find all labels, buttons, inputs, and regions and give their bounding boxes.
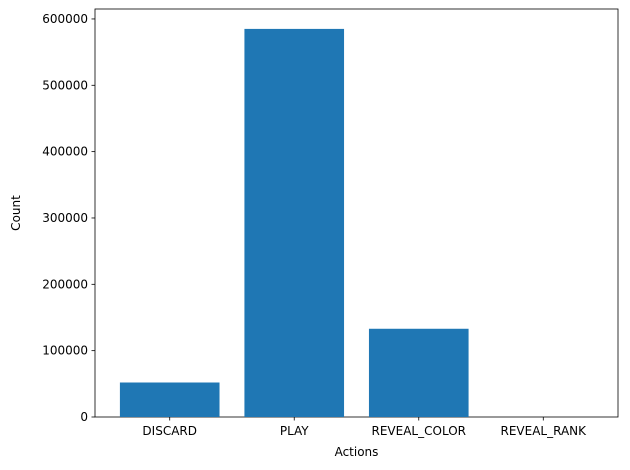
- x-tick-label: REVEAL_COLOR: [372, 424, 466, 438]
- y-tick-label: 200000: [42, 277, 88, 291]
- x-axis-ticks: DISCARD PLAY REVEAL_COLOR REVEAL_RANK: [142, 417, 587, 438]
- bar-play: [244, 28, 345, 418]
- bars: [119, 28, 469, 418]
- y-tick-label: 400000: [42, 145, 88, 159]
- y-axis-label: Count: [9, 195, 23, 231]
- x-tick-label: REVEAL_RANK: [501, 424, 588, 438]
- y-tick-label: 0: [80, 410, 88, 424]
- y-tick-label: 500000: [42, 78, 88, 92]
- plot-area: [94, 8, 619, 418]
- x-tick-label: PLAY: [280, 424, 309, 438]
- x-tick-label: DISCARD: [142, 424, 197, 438]
- bar-discard: [119, 382, 220, 417]
- y-tick-label: 600000: [42, 12, 88, 26]
- x-axis-label: Actions: [335, 445, 379, 459]
- y-tick-label: 300000: [42, 211, 88, 225]
- bar-reveal-color: [368, 328, 469, 417]
- y-tick-label: 100000: [42, 344, 88, 358]
- y-axis-ticks: 0 100000 200000 300000 400000 500000 600000: [42, 12, 95, 424]
- axes-frame: [94, 8, 619, 418]
